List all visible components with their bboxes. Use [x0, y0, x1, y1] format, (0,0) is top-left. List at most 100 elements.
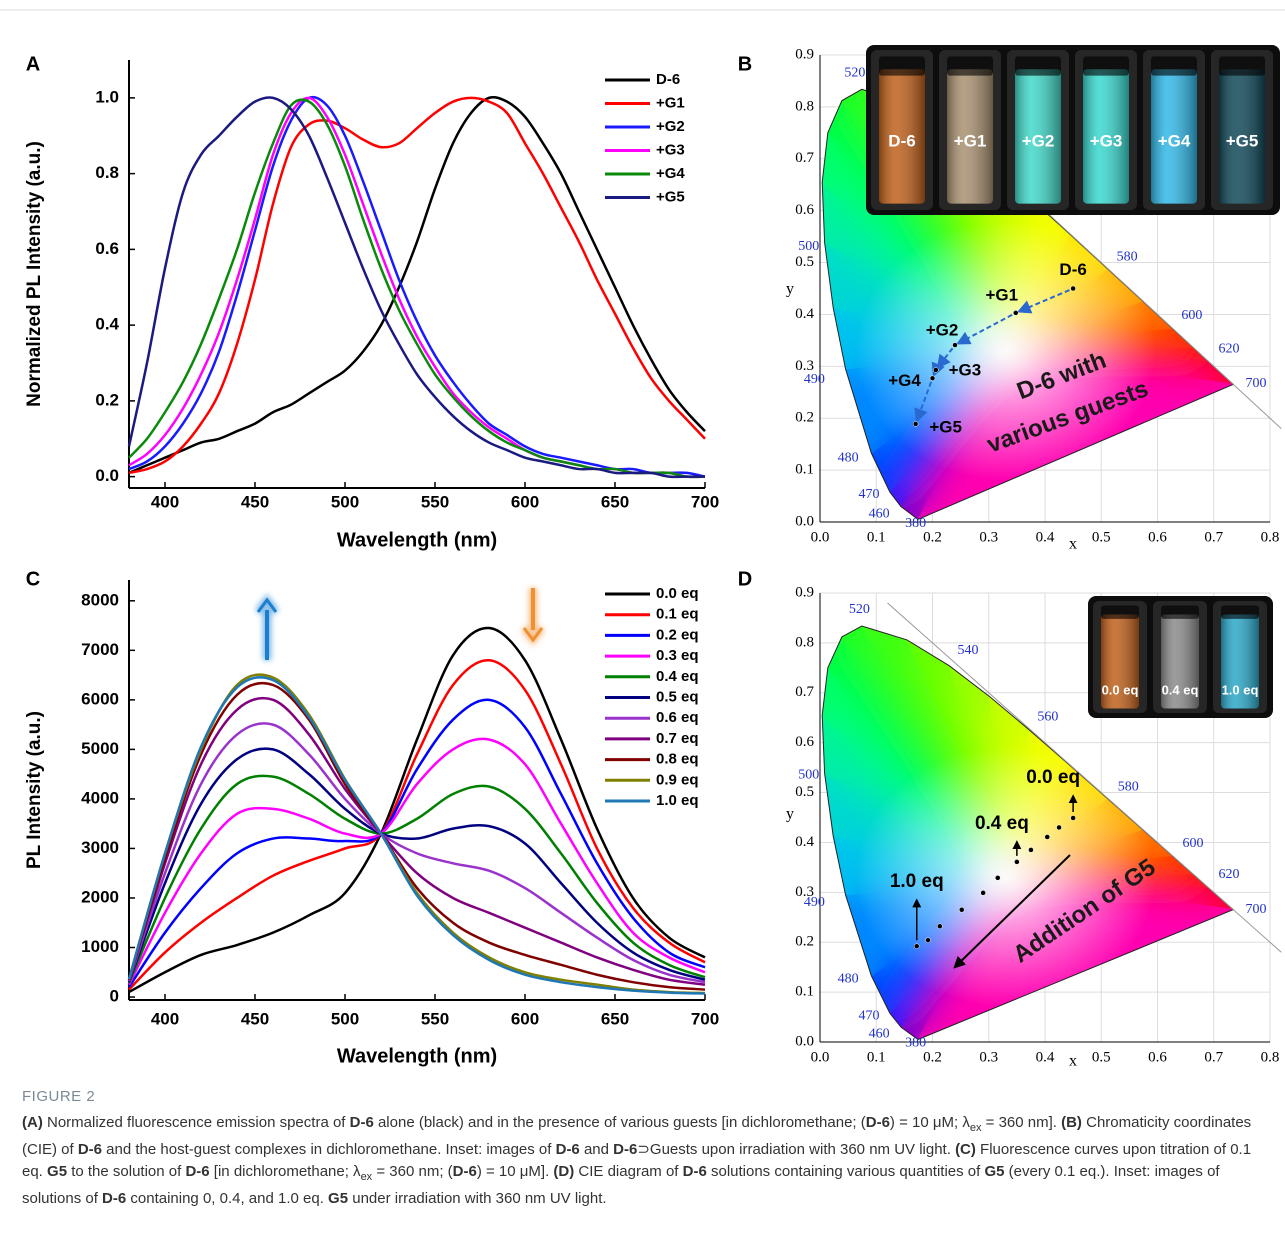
caption-text: (every 0.1 eq.). Inset: images of soluti… — [22, 1163, 1220, 1207]
panel-letter: D — [738, 568, 752, 590]
y-axis-label: y — [786, 806, 794, 823]
wavelength-label: 580 — [1118, 779, 1139, 794]
x-tick-label: 500 — [331, 492, 359, 511]
panel-letter: A — [26, 53, 40, 75]
y-tick-label: 0.0 — [795, 513, 814, 529]
indicator-head — [522, 627, 544, 643]
figure-label: FIGURE 2 — [22, 1088, 96, 1105]
legend-label: 0.2 eq — [656, 626, 699, 643]
y-tick-label: 0.7 — [795, 684, 814, 700]
path-arrow — [1016, 289, 1070, 314]
legend-label: D-6 — [656, 71, 680, 88]
legend-label: +G2 — [656, 118, 685, 135]
caption-text: to the solution of — [67, 1163, 186, 1180]
y-tick-label: 0.1 — [795, 984, 814, 1000]
white-point — [855, 747, 1156, 1008]
y-tick-label: 0.2 — [795, 410, 814, 426]
point — [1013, 310, 1019, 316]
caption-text: containing 0, 0.4, and 1.0 eq. — [126, 1190, 329, 1207]
vial-shade — [1219, 69, 1265, 204]
legend-label: 0.5 eq — [656, 688, 699, 705]
legend-label: 0.1 eq — [656, 606, 699, 623]
wavelength-label: 600 — [1181, 308, 1202, 323]
caption-text: Fluorescence curves upon titration of 0.… — [22, 1141, 1252, 1180]
point — [1056, 824, 1062, 831]
wavelength-label: 500 — [798, 767, 819, 782]
x-tick-label: 0.8 — [1261, 529, 1280, 545]
caption-text: (B) — [1061, 1114, 1082, 1131]
wavelength-label: 540 — [957, 643, 978, 658]
vial-shade — [1151, 69, 1197, 204]
x-tick-label: 450 — [241, 1009, 269, 1028]
caption-text: Normalized fluorescence emission spectra… — [42, 1114, 350, 1131]
y-axis-label: Normalized PL Intensity (a.u.) — [24, 141, 45, 407]
y-tick-label: 3000 — [81, 838, 119, 857]
caption-text: and the host-guest complexes in dichloro… — [102, 1141, 556, 1158]
y-tick-label: 0.4 — [795, 834, 814, 850]
wavelength-label: 560 — [1037, 709, 1058, 724]
x-tick-label: 0.5 — [1092, 1049, 1111, 1065]
x-axis-label: Wavelength (nm) — [337, 529, 497, 551]
legend-label: +G5 — [656, 188, 685, 205]
point — [980, 890, 986, 896]
x-tick-label: 0.1 — [867, 1049, 886, 1065]
inset-label: D-6 — [888, 131, 915, 150]
x-tick-label: 650 — [601, 492, 629, 511]
caption-text: CIE diagram of — [574, 1163, 683, 1180]
legend-label: 0.9 eq — [656, 771, 699, 788]
wavelength-label: 520 — [844, 65, 865, 80]
caption-text: = 360 nm]. — [981, 1114, 1062, 1131]
y-tick-label: 0.8 — [95, 163, 119, 182]
point-label: +G1 — [985, 285, 1018, 304]
y-tick-label: 0.4 — [795, 306, 814, 322]
x-tick-label: 500 — [331, 1009, 359, 1028]
caption-text: solutions containing various quantities … — [706, 1163, 985, 1180]
vial-cap — [1015, 56, 1061, 76]
legend-label: 0.6 eq — [656, 709, 699, 726]
caption-text: = 360 nm; ( — [372, 1163, 453, 1180]
wavelength-label: 470 — [858, 1008, 879, 1023]
y-tick-label: 0.6 — [795, 734, 814, 750]
y-tick-label: 4000 — [81, 788, 119, 807]
y-tick-label: 0.9 — [795, 584, 814, 600]
vial-shade — [947, 69, 993, 204]
point — [914, 943, 920, 949]
series-line — [127, 722, 706, 984]
trend-indicator — [521, 588, 545, 646]
wavelength-label: 480 — [838, 971, 859, 986]
indicator-core — [522, 588, 544, 643]
x-tick-label: 0.0 — [811, 1049, 830, 1065]
point-label: +G3 — [949, 360, 982, 379]
vial-cap — [1221, 605, 1259, 619]
wavelength-label: 620 — [1218, 867, 1239, 882]
wavelength-label: 490 — [804, 895, 825, 910]
legend-label: 0.3 eq — [656, 647, 699, 664]
vial-cap — [879, 56, 925, 76]
y-tick-label: 1.0 — [95, 87, 119, 106]
x-tick-label: 0.7 — [1204, 1049, 1223, 1065]
caption-text: alone (black) and in the presence of var… — [373, 1114, 866, 1131]
caption-text: (A) — [22, 1114, 43, 1131]
caption-text: D-6 — [613, 1141, 638, 1158]
vial-cap — [1083, 56, 1129, 76]
series-line — [127, 774, 706, 984]
indicator-core — [256, 597, 278, 660]
x-tick-label: 0.1 — [867, 529, 886, 545]
y-tick-label: 0.6 — [795, 202, 814, 218]
inset-label: +G4 — [1158, 131, 1191, 150]
caption-text: G5 — [984, 1163, 1005, 1180]
caption-text: and — [579, 1141, 614, 1158]
y-tick-label: 0.2 — [95, 390, 119, 409]
x-tick-label: 0.3 — [979, 529, 998, 545]
point-label: +G2 — [926, 321, 959, 340]
white-point — [855, 220, 1156, 481]
caption: (A) Normalized fluorescence emission spe… — [22, 1112, 1262, 1210]
caption-text: D-6 — [452, 1163, 477, 1180]
caption-text: (D) — [553, 1163, 575, 1180]
series-line — [128, 658, 706, 991]
vial-shade — [879, 69, 925, 204]
inset-label: +G2 — [1022, 131, 1055, 150]
series-line — [127, 96, 705, 479]
inset-label: 0.4 eq — [1162, 682, 1199, 697]
caption-text: ⊃Guests upon irradiation with 360 nm UV … — [637, 1141, 956, 1158]
